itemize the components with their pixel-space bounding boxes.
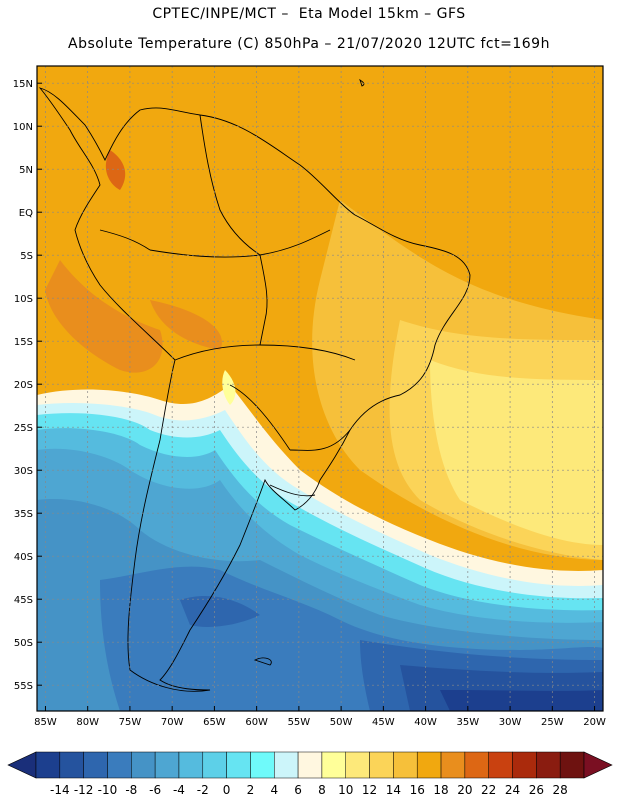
colorbar-label: 0 xyxy=(223,783,231,797)
lon-label: 45W xyxy=(372,717,395,728)
map-title-line-1: CPTEC/INPE/MCT – Eta Model 15km – GFS xyxy=(152,6,466,22)
colorbar-box xyxy=(416,751,442,779)
lat-label: 30S xyxy=(14,466,33,477)
lat-label: 15S xyxy=(14,337,33,348)
colorbar-label: -6 xyxy=(149,783,161,797)
colorbar-over-triangle xyxy=(583,751,613,779)
lon-label: 25W xyxy=(541,717,564,728)
colorbar-box xyxy=(536,751,561,779)
lat-label: 50S xyxy=(14,638,33,649)
lat-label: 45S xyxy=(14,595,33,606)
colorbar-label: 28 xyxy=(553,783,568,797)
lat-label: 55S xyxy=(14,681,33,692)
colorbar-box xyxy=(154,751,180,779)
colorbar-label: 10 xyxy=(338,783,353,797)
lat-label: 10S xyxy=(14,294,33,305)
colorbar-box xyxy=(250,751,275,779)
colorbar-box xyxy=(369,751,394,779)
colorbar-label: 26 xyxy=(529,783,544,797)
colorbar-box xyxy=(393,751,418,779)
colorbar-box xyxy=(321,751,346,779)
map-frame xyxy=(36,65,604,712)
colorbar-label: 6 xyxy=(294,783,302,797)
colorbar: -14 -12 -10 -8 -6 -4 -2 0 2 4 6 8 10 12 14 16 18 20 22 24 26… xyxy=(7,751,613,797)
colorbar-box xyxy=(107,751,132,779)
colorbar-label: 14 xyxy=(386,783,401,797)
temperature-field xyxy=(37,66,603,711)
colorbar-label: 8 xyxy=(318,783,326,797)
colorbar-box xyxy=(274,751,299,779)
colorbar-box xyxy=(464,751,489,779)
map-title-line-2: Absolute Temperature (C) 850hPa – 21/07/… xyxy=(68,36,550,52)
longitude-labels: 85W 80W 75W 70W 65W 60W 55W 50W 45W 40W 35W 30W 25W 2… xyxy=(34,706,606,728)
lon-label: 65W xyxy=(203,717,226,728)
colorbar-box xyxy=(297,751,323,779)
colorbar-label: 12 xyxy=(362,783,377,797)
colorbar-label: 22 xyxy=(481,783,496,797)
lat-label: 10N xyxy=(13,122,33,133)
graticule xyxy=(37,66,603,711)
continent-outline xyxy=(38,78,471,692)
colorbar-label: -14 xyxy=(50,783,70,797)
colorbar-box xyxy=(345,751,370,779)
colorbar-box xyxy=(202,751,227,779)
lat-label: 20S xyxy=(14,380,33,391)
colorbar-label: -8 xyxy=(125,783,137,797)
colorbar-box xyxy=(226,751,251,779)
lat-label: 5S xyxy=(20,251,33,262)
colorbar-box xyxy=(83,751,108,779)
colorbar-box xyxy=(59,751,84,779)
lat-label: 5N xyxy=(19,165,33,176)
colorbar-label: 24 xyxy=(505,783,520,797)
colorbar-label: 2 xyxy=(247,783,255,797)
lat-label: 15N xyxy=(13,79,33,90)
colorbar-box xyxy=(440,751,466,779)
colorbar-under-triangle xyxy=(7,751,37,779)
lat-label: 35S xyxy=(14,509,33,520)
colorbar-label: -4 xyxy=(173,783,185,797)
colorbar-label: -2 xyxy=(197,783,209,797)
lon-label: 60W xyxy=(245,717,268,728)
colorbar-label: 20 xyxy=(457,783,472,797)
colorbar-box xyxy=(559,751,585,779)
lon-label: 80W xyxy=(76,717,99,728)
colorbar-label: 18 xyxy=(433,783,448,797)
lon-label: 85W xyxy=(34,717,57,728)
lon-label: 70W xyxy=(161,717,184,728)
colorbar-box xyxy=(35,751,61,779)
colorbar-label: -10 xyxy=(98,783,118,797)
colorbar-box xyxy=(131,751,156,779)
lon-label: 20W xyxy=(583,717,606,728)
lon-label: 50W xyxy=(330,717,353,728)
colorbar-box xyxy=(178,751,204,779)
colorbar-label: 16 xyxy=(410,783,425,797)
lat-label: 25S xyxy=(14,423,33,434)
lon-label: 40W xyxy=(414,717,437,728)
latitude-labels: 15N 10N 5N EQ 5S 10S 15S 20S 25S 30S 35S 40S 45S 50S 5… xyxy=(13,79,42,692)
lon-label: 30W xyxy=(499,717,522,728)
lat-label: 40S xyxy=(14,552,33,563)
colorbar-label: -12 xyxy=(74,783,94,797)
lon-label: 35W xyxy=(457,717,480,728)
colorbar-box xyxy=(488,751,513,779)
lon-label: 75W xyxy=(119,717,142,728)
lon-label: 55W xyxy=(288,717,311,728)
lat-label: EQ xyxy=(19,208,33,219)
colorbar-label: 4 xyxy=(270,783,278,797)
colorbar-box xyxy=(512,751,537,779)
